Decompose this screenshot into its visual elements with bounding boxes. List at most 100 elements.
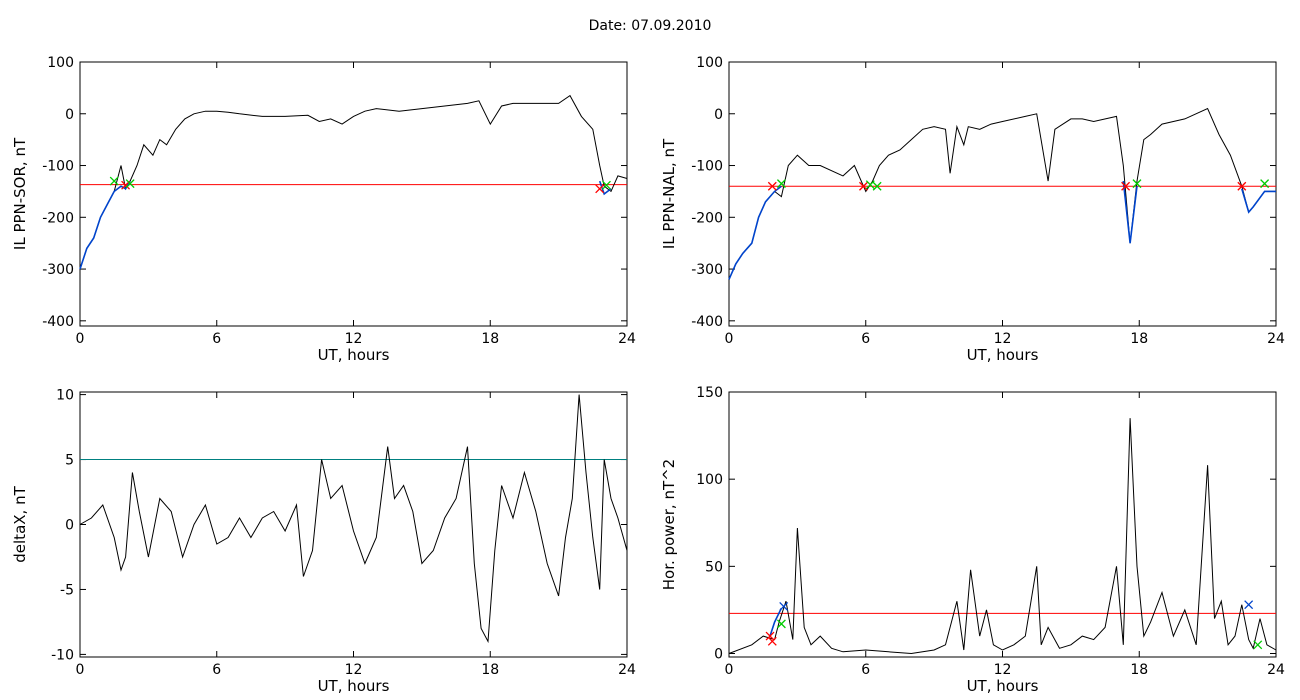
y-tick-label: -400: [691, 314, 723, 330]
x-tick-label: 18: [481, 331, 499, 347]
marker-stroke: [767, 181, 777, 191]
y-tick-label: -100: [691, 159, 723, 175]
x-tick-label: 0: [725, 331, 734, 347]
y-tick-label: 100: [696, 55, 723, 71]
x-tick-label: 12: [345, 662, 363, 678]
y-tick-label: -10: [51, 647, 74, 663]
event-marker: [1132, 179, 1142, 189]
plot-frame: [728, 61, 1277, 327]
series-line: [728, 418, 1277, 655]
y-tick-label: 50: [705, 559, 723, 575]
event-marker: [1244, 600, 1254, 610]
event-marker: [776, 619, 786, 629]
event-marker: [1237, 181, 1247, 191]
event-marker: [125, 179, 135, 189]
x-tick-label: 6: [861, 331, 870, 347]
panel-hor-power: 0 6 12 18 24 0 50 100 150 UT, hours Hor. power, nT…: [660, 385, 1285, 695]
y-axis-label: IL PPN-NAL, nT: [660, 138, 678, 249]
series-line: [79, 94, 628, 270]
series-line: [79, 394, 628, 644]
x-tick-label: 0: [725, 662, 734, 678]
y-tick-label: 0: [714, 107, 723, 123]
y-tick-label: 0: [65, 518, 74, 534]
marker-stroke: [602, 180, 611, 190]
panel-deltax: 0 6 12 18 24 -10 -5 0 5 10 UT, hours deltaX, nT: [11, 388, 636, 695]
event-marker: [1121, 181, 1131, 191]
x-tick-label: 12: [994, 331, 1012, 347]
event-marker: [1253, 640, 1263, 650]
plot-frame: [79, 391, 628, 658]
event-marker: [765, 631, 775, 641]
x-tick-label: 18: [1130, 331, 1148, 347]
event-marker: [1260, 179, 1270, 189]
series-line: [728, 107, 1276, 280]
y-tick-label: -300: [691, 262, 723, 278]
y-tick-label: -100: [42, 159, 74, 175]
marker-stroke: [872, 181, 882, 191]
y-tick-label: 10: [56, 388, 74, 404]
x-tick-label: 24: [1267, 662, 1285, 678]
y-tick-label: 100: [696, 472, 723, 488]
marker-stroke: [1244, 600, 1254, 610]
series-line: [769, 607, 783, 637]
panel-ppn-sor: 0 6 12 18 24 -400 -300 -200 -100 0 100 UT, hours IL …: [11, 55, 636, 364]
y-tick-label: 0: [65, 107, 74, 123]
event-marker: [865, 180, 875, 190]
marker-stroke: [859, 181, 868, 191]
y-tick-label: -300: [42, 262, 74, 278]
x-tick-label: 18: [481, 662, 499, 678]
marker-stroke: [776, 619, 786, 629]
y-tick-label: 5: [65, 453, 74, 469]
marker-stroke: [1253, 640, 1263, 650]
series-line: [79, 180, 131, 270]
y-axis-label: IL PPN-SOR, nT: [11, 137, 29, 250]
x-axis-label: UT, hours: [967, 346, 1039, 364]
y-axis-label: Hor. power, nT^2: [660, 459, 678, 590]
marker-stroke: [1260, 179, 1270, 189]
x-tick-label: 6: [212, 331, 221, 347]
y-tick-label: 150: [696, 385, 723, 401]
x-tick-label: 0: [76, 331, 85, 347]
plot-frame: [79, 61, 628, 327]
event-marker: [595, 184, 605, 194]
marker-stroke: [1132, 179, 1142, 189]
x-axis-label: UT, hours: [318, 677, 390, 695]
marker-stroke: [779, 601, 789, 611]
event-marker: [767, 636, 777, 646]
event-marker: [776, 179, 786, 189]
marker-stroke: [595, 184, 605, 194]
event-marker: [872, 181, 882, 191]
y-tick-label: -400: [42, 314, 74, 330]
series-line: [728, 185, 782, 280]
x-tick-label: 12: [345, 331, 363, 347]
event-marker: [767, 181, 777, 191]
x-tick-label: 6: [212, 662, 221, 678]
event-marker: [779, 601, 789, 611]
event-marker: [109, 176, 119, 186]
x-tick-label: 12: [994, 662, 1012, 678]
y-tick-label: 100: [47, 55, 74, 71]
series-line: [598, 180, 612, 196]
event-marker: [602, 180, 611, 190]
y-tick-label: 0: [714, 647, 723, 663]
marker-stroke: [865, 180, 875, 190]
marker-stroke: [125, 179, 135, 189]
x-tick-label: 24: [1267, 331, 1285, 347]
x-tick-label: 24: [618, 662, 636, 678]
x-tick-label: 18: [1130, 662, 1148, 678]
x-tick-label: 24: [618, 331, 636, 347]
marker-stroke: [1237, 181, 1247, 191]
marker-stroke: [1121, 181, 1131, 191]
x-axis-label: UT, hours: [967, 677, 1039, 695]
plot-frame: [728, 391, 1277, 658]
series-line: [1241, 188, 1276, 214]
y-tick-label: -5: [60, 582, 74, 598]
y-tick-label: -200: [691, 210, 723, 226]
figure-title: Date: 07.09.2010: [588, 18, 712, 34]
event-marker: [859, 181, 868, 191]
y-tick-label: -200: [42, 210, 74, 226]
marker-stroke: [776, 179, 786, 189]
x-tick-label: 6: [861, 662, 870, 678]
marker-stroke: [109, 176, 119, 186]
